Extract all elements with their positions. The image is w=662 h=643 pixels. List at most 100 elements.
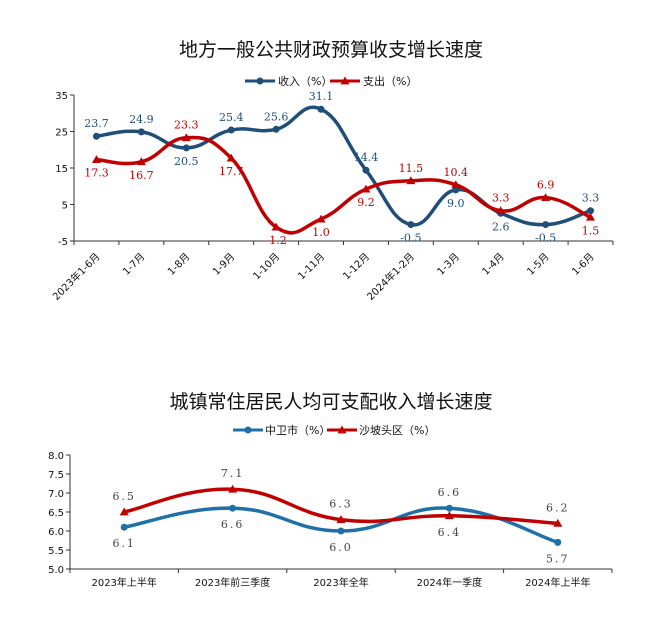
data-point <box>553 518 563 527</box>
legend-item: 沙坡头区（%） <box>327 424 435 437</box>
data-point <box>336 515 346 523</box>
series-expenditure: 17.3 16.7 23.3 17.7 -1.2 1.0 9.2 11.5 10.4 3.3 6.9… <box>84 119 599 247</box>
data-point <box>586 212 596 221</box>
y-tick-label: 5.0 <box>48 565 64 576</box>
y-tick-label: 6.5 <box>48 508 64 519</box>
series-zhongwei: 6.1 6.6 6.0 6.6 5.7 <box>112 486 570 565</box>
x-tick-label: 2024年一季度 <box>417 576 482 589</box>
x-tick-label: 1-3月 <box>435 251 462 278</box>
y-tick-label: 5 <box>62 201 68 212</box>
data-point <box>541 193 551 201</box>
legend-marker <box>340 76 350 85</box>
data-point <box>226 153 236 162</box>
y-tick-label: -5 <box>58 237 68 248</box>
data-point <box>361 184 371 193</box>
data-label: 6.2 <box>546 501 570 514</box>
series-shapotou: 6.5 7.1 6.3 6.4 6.2 <box>112 467 570 539</box>
data-label: -1.2 <box>266 234 287 247</box>
data-label: 10.4 <box>444 166 469 179</box>
data-label: -0.5 <box>400 232 421 245</box>
data-label: 1.0 <box>312 226 330 239</box>
series-line <box>123 506 559 545</box>
data-point <box>317 105 325 113</box>
data-label: 6.0 <box>329 541 353 554</box>
data-point <box>137 128 145 136</box>
y-tick-label: 7.0 <box>48 489 64 500</box>
data-label: 25.6 <box>264 110 289 123</box>
data-point <box>451 180 461 189</box>
data-point <box>337 527 345 535</box>
legend-label: 中卫市（%） <box>265 423 330 437</box>
chart-title: 城镇常住居民人均可支配收入增长速度 <box>169 391 492 413</box>
data-label: 2.6 <box>492 220 510 233</box>
data-point <box>272 125 280 133</box>
legend-label: 沙坡头区（%） <box>359 424 435 437</box>
data-label: 25.4 <box>219 111 244 124</box>
data-point <box>444 511 454 520</box>
x-tick-label: 1-9月 <box>210 251 237 278</box>
data-point <box>181 133 191 142</box>
data-label: 9.0 <box>447 197 465 210</box>
data-label: 6.1 <box>112 537 136 550</box>
legend-label: 支出（%） <box>363 74 417 88</box>
data-point <box>182 144 190 152</box>
data-label: 6.3 <box>329 498 353 511</box>
x-tick-label: 1-6月 <box>570 251 597 278</box>
data-label: 9.2 <box>357 196 375 209</box>
data-label: 3.3 <box>582 192 600 205</box>
data-label: 6.9 <box>537 179 555 192</box>
data-label: 3.3 <box>492 192 510 205</box>
y-tick-label: 5.5 <box>48 546 64 557</box>
data-label: 24.9 <box>129 113 154 126</box>
x-tick-label: 1-4月 <box>480 251 507 278</box>
x-tick-label: 1-8月 <box>165 251 192 278</box>
data-label: -0.5 <box>535 232 556 245</box>
x-tick-label: 2023年上半年 <box>91 576 156 589</box>
data-label: 14.4 <box>354 151 379 164</box>
x-tick-label: 2023年全年 <box>313 576 368 589</box>
data-point <box>228 484 238 493</box>
data-point <box>136 157 146 166</box>
data-point <box>271 222 281 231</box>
data-point <box>120 523 128 531</box>
x-tick-label: 2023年前三季度 <box>195 576 270 589</box>
series-revenue: 23.7 24.9 20.5 25.4 25.6 31.1 14.4 -0.5 9.0 2.6 -0… <box>84 90 599 244</box>
data-label: 16.7 <box>129 169 154 182</box>
data-point <box>406 176 416 185</box>
y-tick-label: 6.0 <box>48 527 64 538</box>
legend: 中卫市（%） 沙坡头区（%） <box>233 423 435 437</box>
data-point <box>587 207 595 215</box>
legend-marker <box>256 77 264 85</box>
legend-item: 收入（%） <box>245 74 332 88</box>
data-point <box>316 214 326 223</box>
x-tick-label: 1-11月 <box>296 251 328 283</box>
data-label: 5.7 <box>546 552 570 565</box>
data-label: 11.5 <box>399 162 424 175</box>
x-tick-label: 2024年1-2月 <box>364 250 417 303</box>
x-tick-label: 2023年1-6月 <box>50 250 103 303</box>
data-label: 23.3 <box>174 119 199 132</box>
x-tick-label: 1-12月 <box>340 251 372 283</box>
data-point <box>229 504 237 512</box>
data-label: 23.7 <box>84 117 109 130</box>
legend: 收入（%） 支出（%） <box>245 74 417 88</box>
x-tick-label: 1-7月 <box>120 251 147 278</box>
data-point <box>92 132 100 140</box>
data-point <box>362 166 370 174</box>
x-tick-label: 1-10月 <box>251 251 283 283</box>
data-point <box>227 126 235 134</box>
data-label: 7.1 <box>221 467 245 480</box>
data-point <box>407 221 415 229</box>
chart-title: 地方一般公共财政预算收支增长速度 <box>179 39 483 61</box>
legend-item: 中卫市（%） <box>233 423 330 437</box>
data-label: 1.5 <box>582 224 600 237</box>
data-label: 6.6 <box>221 518 245 531</box>
data-label: 6.6 <box>438 486 462 499</box>
data-label: 6.5 <box>112 490 136 503</box>
data-point <box>542 221 550 229</box>
data-label: 31.1 <box>309 90 334 103</box>
y-tick-label: 15 <box>55 164 68 175</box>
data-point <box>91 155 101 163</box>
